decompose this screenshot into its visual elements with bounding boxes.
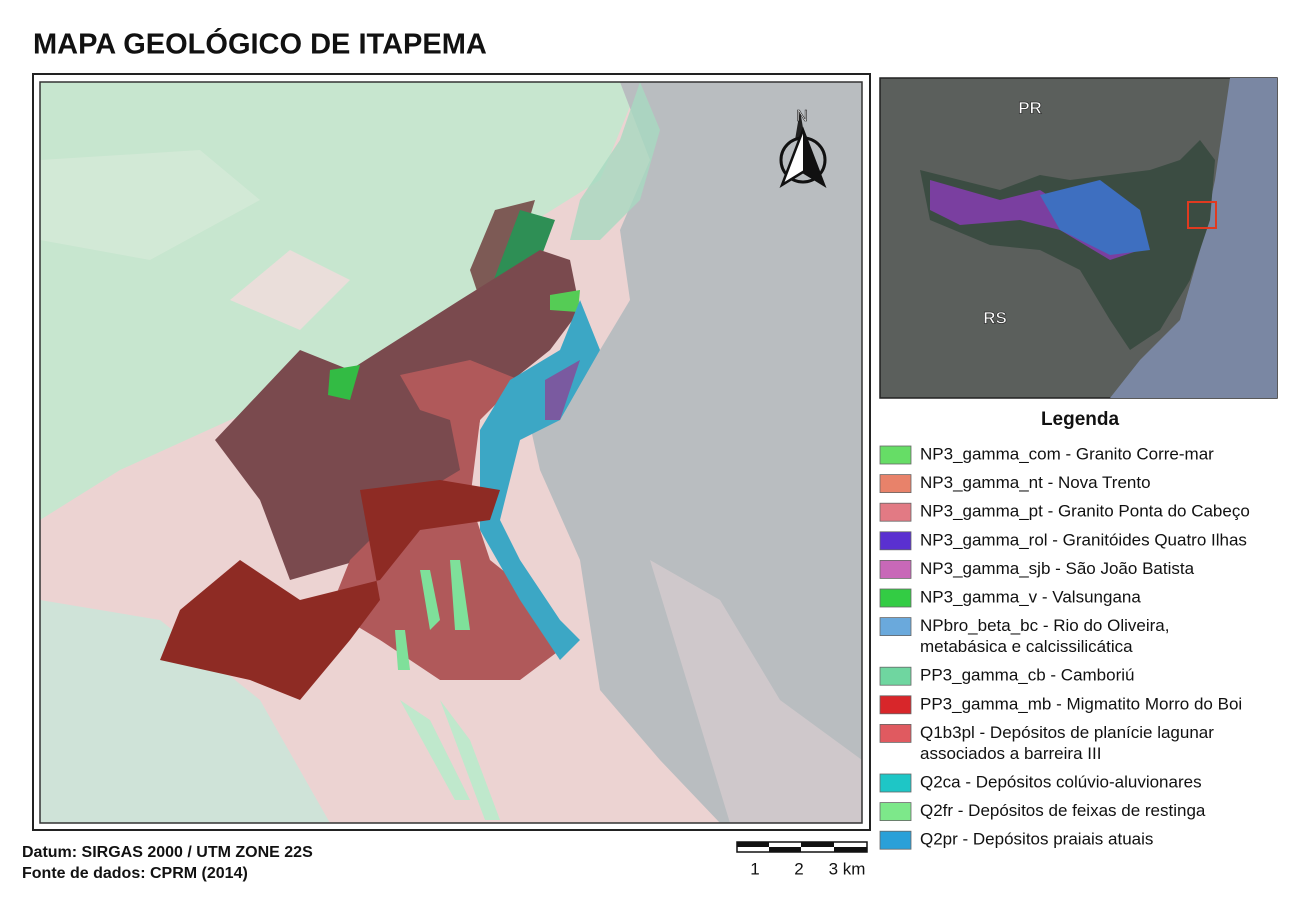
legend-label: Q2ca - Depósitos colúvio-aluvionares: [920, 772, 1202, 791]
legend-label: NP3_gamma_com - Granito Corre-mar: [920, 444, 1214, 463]
north-label: N: [796, 108, 808, 125]
legend-label: NP3_gamma_v - Valsungana: [920, 587, 1141, 606]
legend-swatch: [879, 695, 912, 715]
legend-swatch: [879, 560, 912, 579]
legend-swatch: [879, 502, 912, 522]
legend-label: NP3_gamma_nt - Nova Trento: [920, 473, 1151, 492]
main-map: N: [39, 81, 863, 824]
scale-bar: 1 2 3 km: [736, 841, 868, 878]
scale-label: 3 km: [829, 859, 866, 878]
legend: NP3_gamma_com - Granito Corre-mar NP3_gam…: [879, 444, 1250, 850]
legend-label: associados a barreira III: [920, 744, 1101, 763]
inset-map: PR RS: [879, 77, 1278, 399]
legend-swatch: [879, 531, 912, 551]
legend-label: NP3_gamma_pt - Granito Ponta do Cabeço: [920, 502, 1250, 521]
legend-label: Q1b3pl - Depósitos de planície lagunar: [920, 723, 1214, 742]
legend-swatch: [879, 445, 912, 465]
legend-label: NP3_gamma_rol - Granitóides Quatro Ilhas: [920, 530, 1247, 549]
map-title: MAPA GEOLÓGICO DE ITAPEMA: [33, 27, 487, 61]
legend-label: Q2fr - Depósitos de feixas de restinga: [920, 801, 1206, 820]
legend-title: Legenda: [1041, 409, 1120, 430]
legend-swatch: [879, 474, 912, 494]
legend-swatch: [879, 773, 912, 793]
inset-label: RS: [983, 308, 1007, 327]
legend-label: metabásica e calcissilicática: [920, 637, 1133, 656]
scale-label: 1: [750, 859, 759, 878]
source-text: Fonte de dados: CPRM (2014): [22, 865, 248, 882]
legend-label: PP3_gamma_mb - Migmatito Morro do Boi: [920, 694, 1242, 713]
legend-label: PP3_gamma_cb - Camboriú: [920, 666, 1134, 685]
legend-swatch: [879, 830, 912, 850]
legend-swatch: [879, 588, 912, 608]
legend-swatch: [879, 724, 912, 743]
legend-swatch: [879, 666, 912, 686]
datum-text: Datum: SIRGAS 2000 / UTM ZONE 22S: [22, 844, 313, 861]
legend-swatch: [879, 617, 912, 636]
legend-swatch: [879, 802, 912, 821]
inset-label: PR: [1018, 98, 1042, 117]
legend-label: NPbro_beta_bc - Rio do Oliveira,: [920, 616, 1169, 635]
legend-label: Q2pr - Depósitos praiais atuais: [920, 830, 1153, 849]
scale-label: 2: [794, 859, 803, 878]
legend-label: NP3_gamma_sjb - São João Batista: [920, 559, 1195, 578]
